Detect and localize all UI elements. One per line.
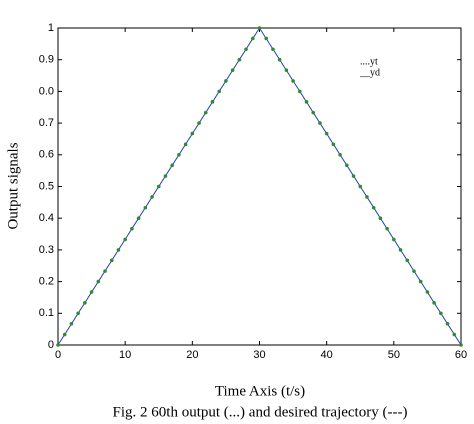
point	[304, 100, 309, 104]
point	[62, 332, 67, 337]
x-tick-label: 10	[119, 349, 131, 361]
x-tick-label: 50	[388, 349, 400, 361]
point	[237, 57, 242, 62]
point	[156, 184, 161, 189]
point	[324, 131, 329, 136]
x-tick-label: 40	[321, 349, 333, 361]
y-axis-label: Output signals	[5, 142, 21, 229]
x-tick-label: 20	[186, 349, 198, 361]
point	[123, 237, 127, 242]
x-tick-label: 60	[455, 349, 467, 361]
point	[311, 110, 316, 115]
point	[183, 142, 188, 147]
point	[445, 321, 450, 326]
point	[103, 269, 107, 273]
point	[452, 332, 457, 337]
point	[130, 226, 134, 231]
y-tick-label: 0.6	[39, 149, 54, 161]
point	[459, 343, 463, 347]
legend-entry: ....yt	[360, 56, 378, 67]
point	[250, 36, 255, 41]
y-tick-label: 0	[48, 339, 54, 351]
point	[432, 301, 436, 305]
point	[197, 121, 201, 125]
point	[371, 205, 376, 210]
y-tick-label: 1	[48, 22, 54, 34]
point	[271, 47, 275, 52]
point	[69, 321, 74, 326]
x-axis-label: Time Axis (t/s)	[215, 383, 305, 399]
point	[418, 279, 423, 284]
point	[298, 89, 302, 94]
point	[378, 216, 383, 220]
point	[89, 290, 94, 294]
point	[425, 290, 430, 294]
point	[203, 110, 208, 115]
y-tick-label: 0.4	[39, 212, 54, 224]
point	[412, 269, 416, 273]
point	[56, 343, 60, 347]
point	[170, 163, 174, 168]
point	[291, 79, 295, 83]
point	[338, 153, 342, 157]
point	[116, 248, 121, 252]
point	[230, 68, 235, 72]
point	[177, 153, 181, 157]
point	[143, 205, 148, 210]
point	[331, 142, 336, 147]
point	[264, 36, 269, 41]
point	[224, 79, 228, 83]
point	[150, 195, 154, 199]
caption: Fig. 2 60th output (...) and desired tra…	[113, 404, 408, 420]
point	[318, 121, 322, 125]
point	[358, 184, 363, 189]
point	[392, 237, 396, 242]
y-tick-label: 0.9	[39, 54, 54, 66]
point	[385, 226, 389, 231]
point	[257, 26, 262, 30]
y-tick-label: 0.3	[39, 244, 54, 256]
point	[217, 89, 221, 94]
point	[83, 301, 87, 305]
point	[190, 131, 195, 136]
point	[244, 47, 248, 52]
point	[351, 174, 356, 178]
point	[398, 248, 403, 252]
point	[345, 163, 349, 168]
y-tick-label: 0.2	[39, 276, 54, 288]
point	[277, 57, 282, 62]
x-tick-label: 0	[55, 349, 61, 361]
point	[365, 195, 369, 199]
point	[405, 258, 410, 263]
y-tick-label: 0.0	[39, 85, 54, 97]
point	[210, 100, 215, 104]
point	[163, 174, 168, 178]
legend-entry: __yd	[359, 67, 380, 78]
point	[109, 258, 114, 263]
y-tick-label: 0.7	[39, 117, 54, 129]
point	[439, 311, 443, 316]
point	[96, 279, 101, 284]
y-tick-label: 0.5	[39, 180, 54, 192]
point	[284, 68, 289, 72]
y-tick-label: 0.1	[39, 307, 54, 319]
x-tick-label: 30	[253, 349, 265, 361]
point	[76, 311, 80, 316]
point	[136, 216, 141, 220]
plot-frame	[57, 27, 462, 346]
